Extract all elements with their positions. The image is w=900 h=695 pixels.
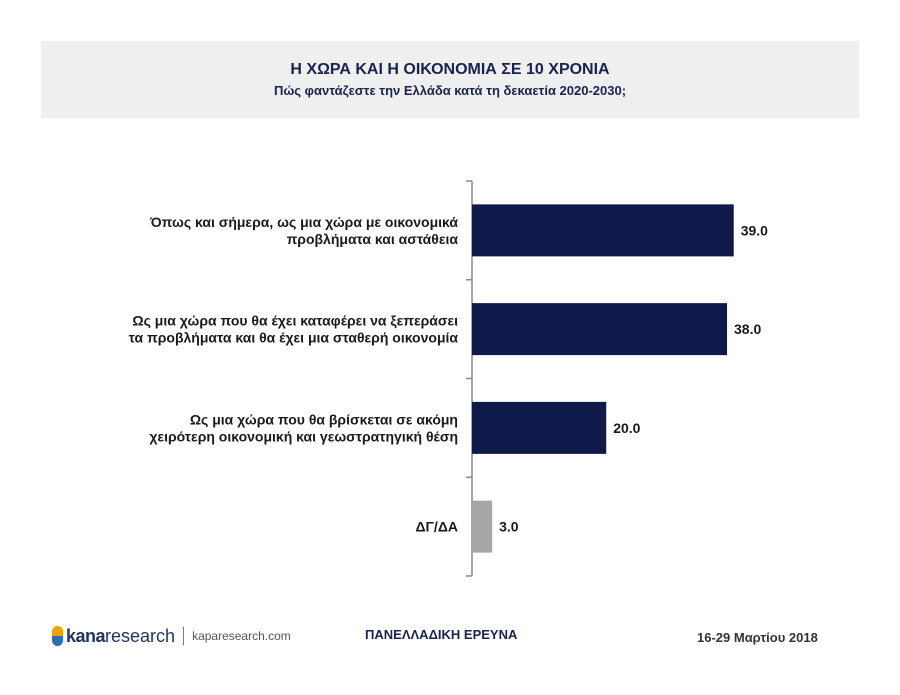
data-label: 38.0 [734,321,761,337]
survey-date: 16-29 Μαρτίου 2018 [697,630,818,645]
chart-header: Η ΧΩΡΑ ΚΑΙ Η ΟΙΚΟΝΟΜΙΑ ΣΕ 10 ΧΡΟΝΙΑ Πώς … [41,41,859,118]
category-label: Ως μια χώρα που θα βρίσκεται σε ακόμη [190,411,458,427]
category-label: Όπως και σήμερα, ως μια χώρα με οικονομι… [149,214,458,230]
chart-title: Η ΧΩΡΑ ΚΑΙ Η ΟΙΚΟΝΟΜΙΑ ΣΕ 10 ΧΡΟΝΙΑ [290,61,610,78]
bar [472,204,734,257]
kana-research-logo: kana research kaparesearch.com [52,624,291,648]
category-label: ΔΓ/ΔΑ [415,519,458,535]
logo-research-text: research [105,625,176,646]
survey-label: ΠΑΝΕΛΛΑΔΙΚΗ ΕΡΕΥΝΑ [365,627,518,642]
data-label: 39.0 [741,222,768,238]
bar [472,303,728,356]
logo-url: kaparesearch.com [192,629,291,643]
data-label: 20.0 [613,420,640,436]
category-label: χειρότερη οικονομική και γεωστρατηγική θ… [149,428,458,444]
logo-divider [183,627,185,645]
bar [472,401,607,454]
category-label: Ως μια χώρα που θα έχει καταφέρει να ξεπ… [132,313,458,329]
logo-kana-text: kana [66,625,106,646]
chart-subtitle: Πώς φαντάζεστε την Ελλάδα κατά τη δεκαετ… [273,83,627,98]
category-label: τα προβλήματα και θα έχει μια σταθερή οι… [129,330,459,346]
bar [472,500,493,553]
category-label: προβλήματα και αστάθεια [287,231,459,247]
data-label: 3.0 [499,519,519,535]
logo-mark-icon [52,626,63,646]
